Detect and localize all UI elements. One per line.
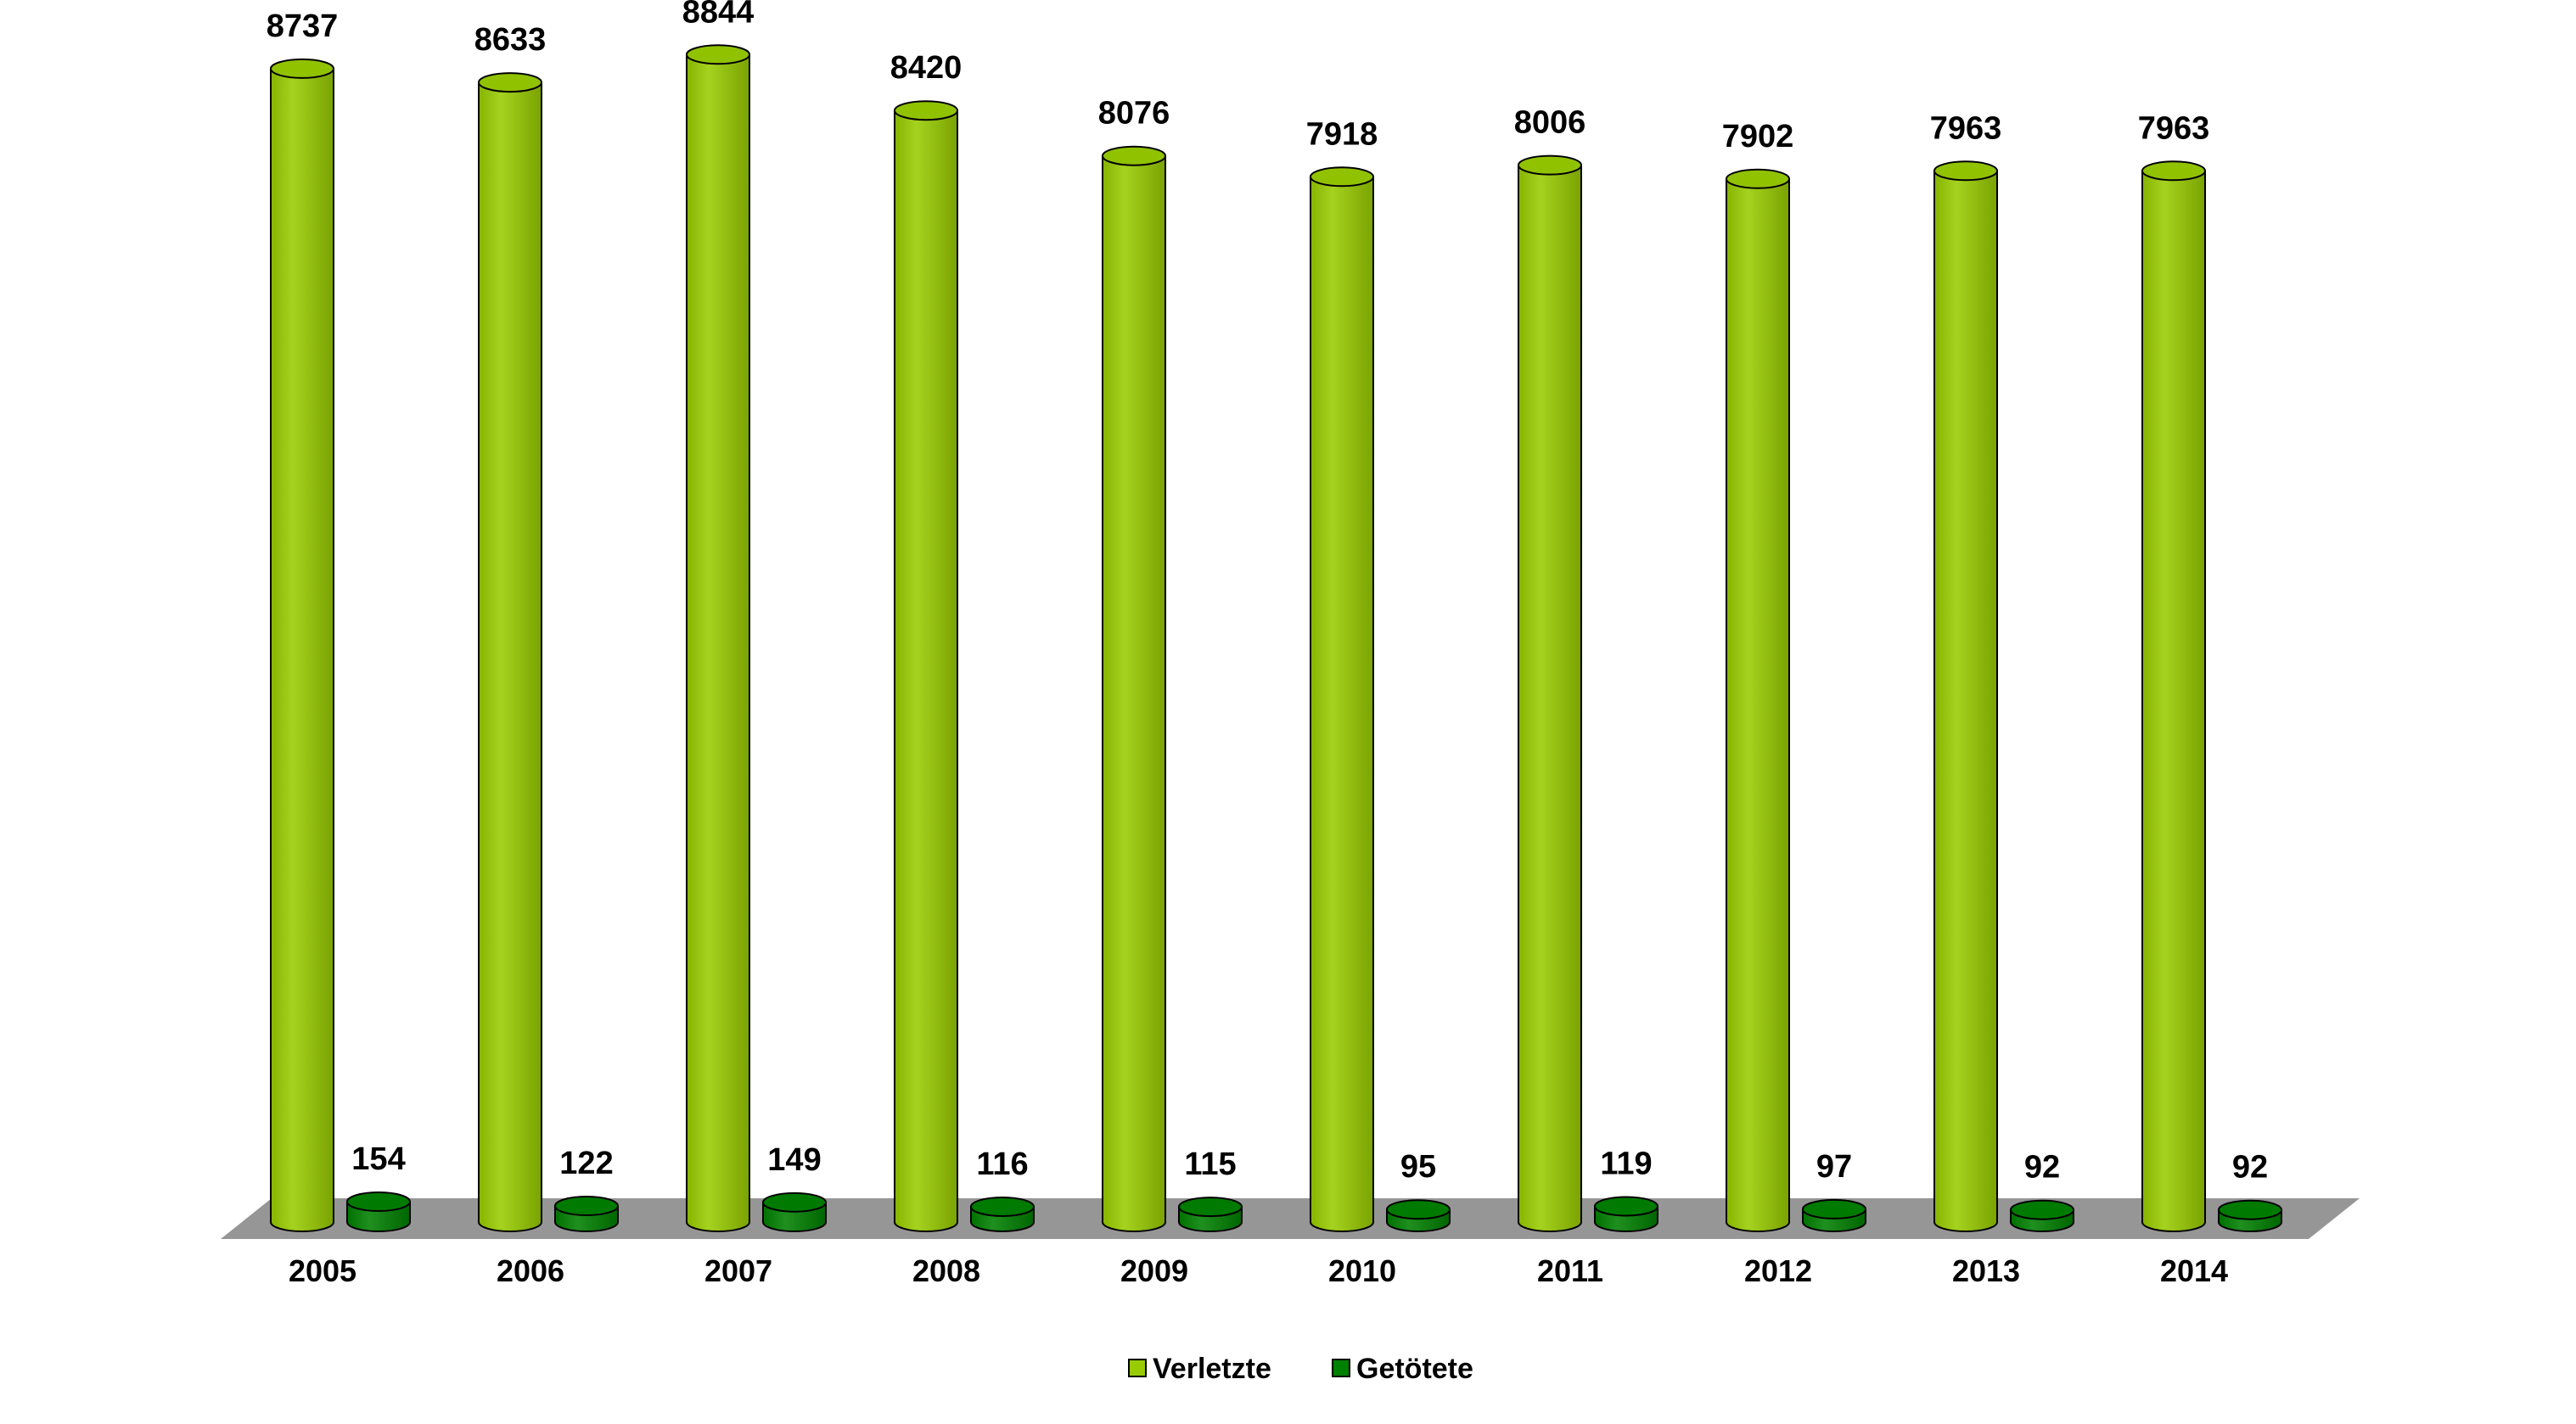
x-tick-2011: 2011 [1537, 1253, 1603, 1288]
value-label-Getötete-2005: 154 [351, 1141, 405, 1177]
x-tick-2009: 2009 [1120, 1253, 1188, 1288]
value-label-Verletzte-2013: 7963 [1930, 110, 2002, 146]
bar-Verletzte-2008 [894, 109, 958, 1232]
x-tick-2013: 2013 [1952, 1253, 2020, 1288]
bar-top-Verletzte-2013 [1933, 160, 1998, 182]
bar-top-Getötete-2007 [762, 1191, 827, 1213]
value-label-Getötete-2010: 95 [1400, 1149, 1436, 1185]
legend-swatch-Getötete [1332, 1359, 1350, 1377]
bar-Verletzte-2010 [1310, 176, 1374, 1232]
x-tick-2005: 2005 [289, 1253, 356, 1288]
bar-top-Getötete-2013 [2010, 1199, 2074, 1220]
value-label-Getötete-2014: 92 [2232, 1150, 2268, 1186]
value-label-Verletzte-2007: 8844 [682, 0, 755, 30]
value-label-Verletzte-2012: 7902 [1722, 119, 1794, 154]
x-tick-2012: 2012 [1744, 1253, 1812, 1288]
bar-Verletzte-2013 [1933, 170, 1998, 1232]
value-label-Verletzte-2005: 8737 [267, 8, 339, 44]
data-labels-group: 8737 154 8633 122 8844 149 8420 116 8076 115 7918 9… [267, 0, 2268, 1186]
value-label-Getötete-2007: 149 [767, 1142, 821, 1178]
bar-Verletzte-2014 [2141, 170, 2206, 1232]
value-label-Verletzte-2009: 8076 [1098, 96, 1170, 132]
bar-Verletzte-2005 [270, 67, 334, 1232]
bar-top-Verletzte-2008 [894, 100, 958, 121]
bar-top-Verletzte-2006 [478, 72, 542, 93]
bar-top-Getötete-2012 [1802, 1198, 1866, 1219]
bar-top-Verletzte-2012 [1726, 168, 1790, 189]
bar-Verletzte-2007 [686, 53, 750, 1232]
bar-top-Getötete-2011 [1594, 1196, 1658, 1217]
bar-top-Verletzte-2007 [686, 44, 750, 65]
x-tick-2006: 2006 [497, 1253, 564, 1288]
x-tick-2010: 2010 [1328, 1253, 1396, 1288]
value-label-Getötete-2012: 97 [1816, 1149, 1852, 1185]
value-label-Getötete-2013: 92 [2024, 1150, 2060, 1186]
bar-top-Getötete-2006 [554, 1196, 619, 1217]
legend-label-Getötete: Getötete [1356, 1353, 1473, 1385]
value-label-Getötete-2011: 119 [1600, 1146, 1652, 1181]
bar-top-Getötete-2014 [2218, 1199, 2282, 1220]
bar-Verletzte-2012 [1726, 177, 1790, 1232]
bar-top-Verletzte-2014 [2141, 160, 2206, 182]
legend-label-Verletzte: Verletzte [1153, 1353, 1271, 1385]
value-label-Getötete-2009: 115 [1184, 1146, 1236, 1182]
bar-top-Getötete-2008 [970, 1196, 1035, 1217]
bar-Verletzte-2011 [1518, 164, 1582, 1232]
bar-top-Verletzte-2009 [1102, 145, 1166, 166]
bar-top-Getötete-2010 [1386, 1199, 1451, 1220]
x-tick-2008: 2008 [912, 1253, 980, 1288]
x-axis-ticks: 2005 2006 2007 2008 2009 2010 2011 2012 2013 2014 [289, 1253, 2228, 1288]
bar-top-Verletzte-2005 [270, 58, 334, 79]
legend-swatch-Verletzte [1128, 1359, 1147, 1377]
bar-Verletzte-2009 [1102, 154, 1166, 1232]
bar-top-Verletzte-2010 [1310, 166, 1374, 188]
bars-group [270, 44, 2282, 1232]
value-label-Verletzte-2008: 8420 [890, 50, 962, 86]
value-label-Verletzte-2010: 7918 [1306, 116, 1378, 152]
bar-top-Verletzte-2011 [1518, 154, 1582, 176]
value-label-Getötete-2006: 122 [559, 1146, 613, 1181]
legend: Verletzte Getötete [1128, 1353, 1473, 1385]
x-tick-2007: 2007 [704, 1253, 772, 1288]
value-label-Verletzte-2006: 8633 [474, 22, 547, 58]
x-tick-2014: 2014 [2160, 1253, 2228, 1288]
bar-top-Getötete-2009 [1178, 1197, 1243, 1218]
bar-Verletzte-2006 [478, 81, 542, 1232]
value-label-Verletzte-2011: 8006 [1514, 105, 1586, 141]
value-label-Verletzte-2014: 7963 [2138, 110, 2210, 146]
value-label-Getötete-2008: 116 [976, 1146, 1028, 1182]
bar-top-Getötete-2005 [346, 1191, 411, 1213]
